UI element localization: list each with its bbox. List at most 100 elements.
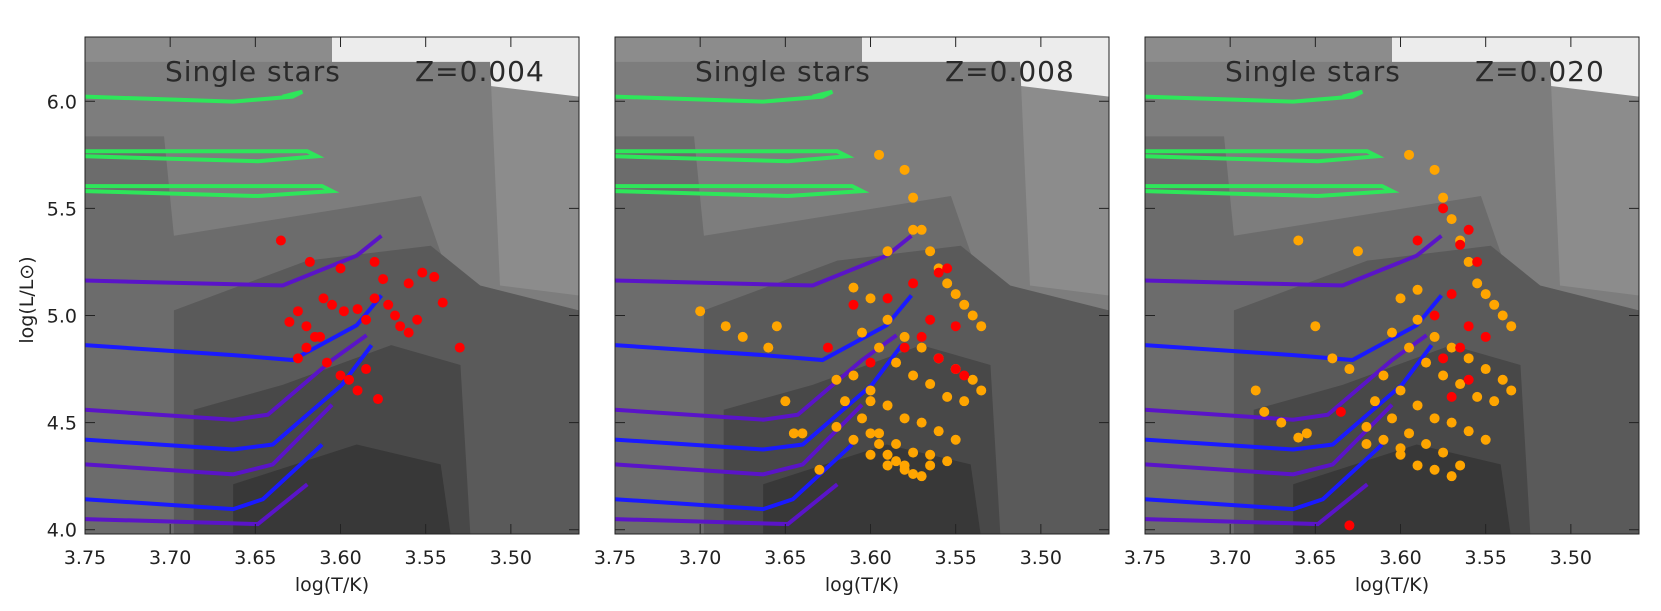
data-point [318, 293, 329, 304]
data-point [1446, 342, 1457, 353]
data-point [865, 428, 876, 439]
data-point [1387, 327, 1397, 338]
evolution-track-8 [1145, 403, 1394, 477]
data-point [383, 299, 394, 310]
data-point [882, 314, 893, 325]
data-point [967, 310, 978, 321]
data-point [352, 385, 363, 396]
x-tick-label: 3.75 [594, 547, 636, 569]
evolution-track-2 [85, 149, 325, 164]
data-point [1438, 447, 1449, 458]
data-point [882, 400, 893, 411]
data-point [848, 370, 859, 381]
data-point [1429, 331, 1440, 342]
data-point [865, 357, 876, 368]
shade-region-6 [233, 444, 451, 534]
data-point [1293, 432, 1304, 443]
x-tick-label: 3.60 [1379, 547, 1421, 569]
data-point [899, 342, 910, 353]
x-tick-label: 3.50 [1550, 547, 1592, 569]
data-point [327, 299, 337, 310]
data-point [814, 464, 825, 475]
data-point [874, 342, 885, 353]
panel-title: Single stars [165, 55, 341, 88]
evolution-track-5 [1145, 294, 1443, 363]
data-point [1489, 396, 1500, 407]
data-point [292, 306, 303, 317]
data-point [1310, 321, 1321, 332]
evolution-track-1 [615, 89, 834, 104]
data-point [284, 316, 295, 327]
data-point [1455, 460, 1466, 471]
data-point [1250, 385, 1261, 396]
x-tick-label: 3.65 [764, 547, 806, 569]
x-tick-label: 3.65 [234, 547, 276, 569]
data-point [1438, 203, 1449, 214]
data-point [737, 331, 748, 342]
data-point [874, 149, 885, 160]
data-point [899, 331, 910, 342]
data-point [1421, 439, 1432, 450]
data-point [1463, 426, 1474, 437]
data-point [967, 374, 978, 385]
data-point [403, 327, 414, 338]
data-point [942, 456, 953, 467]
data-point [848, 299, 859, 310]
data-point [369, 293, 380, 304]
panel-metallicity: Z=0.008 [945, 55, 1075, 88]
data-point [874, 428, 885, 439]
panel-3: 3.75 3.70 3.65 3.60 3.55 3.50 log(T/K) Single s… [1124, 36, 1640, 596]
x-axis-title: log(T/K) [825, 574, 899, 596]
data-point [1463, 224, 1474, 235]
data-point [1378, 370, 1389, 381]
x-tick-label: 3.75 [1124, 547, 1166, 569]
data-point [378, 274, 389, 285]
evolution-track-6 [85, 333, 368, 422]
data-point [1472, 391, 1483, 402]
x-tick-label: 3.60 [849, 547, 891, 569]
data-point [1301, 428, 1312, 439]
data-point [304, 256, 315, 267]
data-point [1446, 391, 1457, 402]
data-point [848, 434, 859, 445]
data-point [865, 449, 876, 460]
data-point [1429, 464, 1440, 475]
data-point [1480, 331, 1491, 342]
data-point [1276, 417, 1287, 428]
data-point [908, 278, 919, 289]
data-point [1404, 428, 1415, 439]
data-point [1387, 413, 1397, 424]
evolution-track-10 [615, 482, 839, 527]
data-point [1344, 520, 1355, 531]
data-point [1404, 149, 1415, 160]
data-point [1259, 406, 1270, 417]
data-point [1361, 439, 1372, 450]
data-point [950, 434, 961, 445]
evolution-track-8 [615, 403, 864, 477]
data-point [763, 342, 774, 353]
data-point [925, 449, 936, 460]
x-axis-title: log(T/K) [295, 574, 369, 596]
data-point [361, 364, 372, 375]
panel-metallicity: Z=0.004 [415, 55, 545, 88]
y-tick-label: 5.0 [47, 305, 77, 327]
data-point [1438, 370, 1449, 381]
data-point [976, 385, 987, 396]
data-point [352, 304, 363, 315]
data-point [275, 235, 286, 246]
data-point [891, 357, 902, 368]
data-point [1506, 385, 1517, 396]
data-point [338, 306, 349, 317]
data-point [1412, 460, 1423, 471]
data-point [1506, 321, 1517, 332]
data-point [916, 224, 927, 235]
data-point [1404, 342, 1415, 353]
evolution-track-9 [1145, 443, 1384, 512]
evolution-track-3 [615, 184, 870, 199]
evolution-track-10 [85, 482, 309, 527]
data-point [344, 374, 355, 385]
data-point [882, 460, 893, 471]
data-point [942, 263, 953, 274]
plot-frame [1144, 36, 1640, 535]
